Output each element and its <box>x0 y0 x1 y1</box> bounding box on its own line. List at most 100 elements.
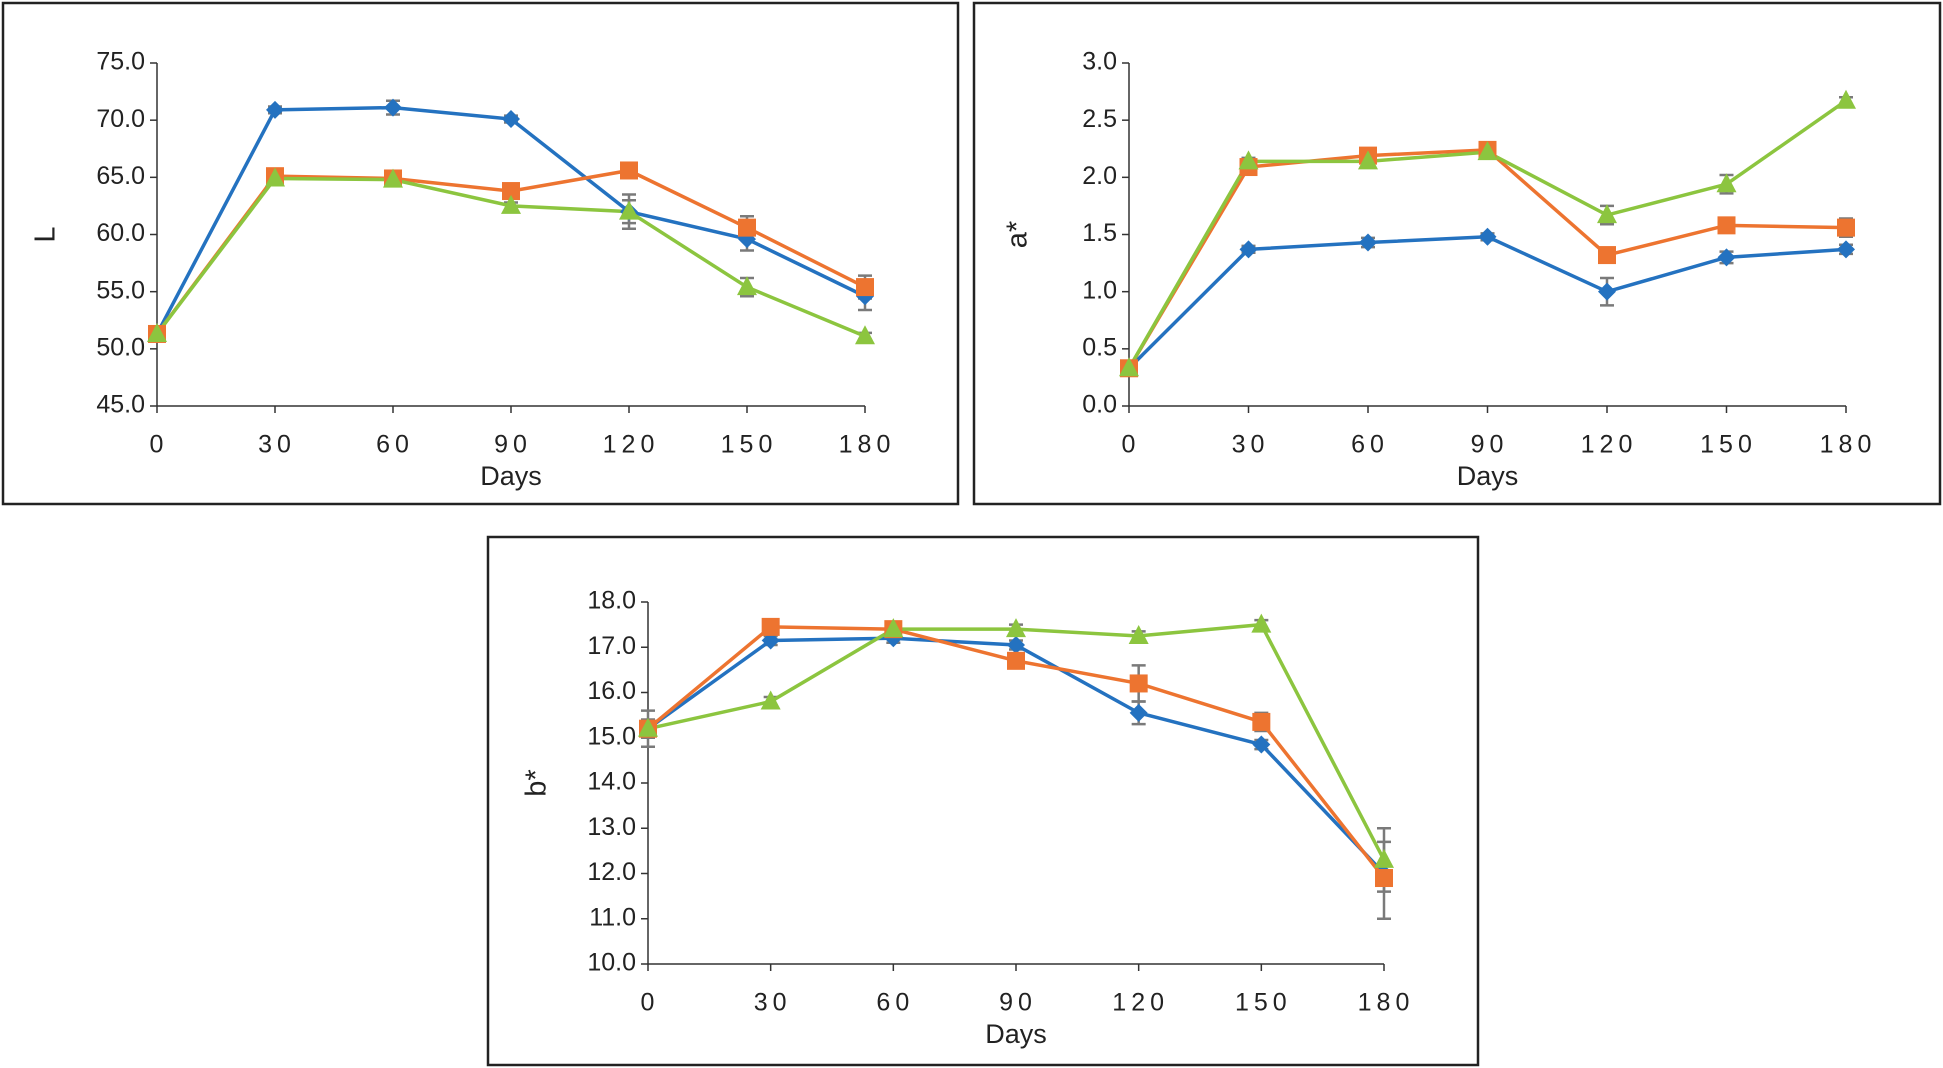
marker <box>638 717 658 737</box>
y-tick-label: 13.0 <box>587 813 636 841</box>
x-tick-label: 30 <box>258 431 296 459</box>
y-tick-label: 18.0 <box>587 587 636 615</box>
marker <box>1252 712 1271 731</box>
y-tick-label: 75.0 <box>96 48 145 76</box>
marker <box>1358 150 1378 170</box>
marker <box>1007 635 1025 654</box>
y-axis-title: L <box>30 226 62 242</box>
x-tick-label: 180 <box>1820 431 1877 459</box>
marker <box>1129 703 1148 722</box>
x-tick-label: 60 <box>1351 431 1389 459</box>
y-axis-title: a* <box>1002 221 1034 248</box>
x-tick-label: 150 <box>1700 431 1757 459</box>
y-tick-label: 14.0 <box>587 768 636 796</box>
marker <box>1836 89 1856 109</box>
marker <box>265 167 285 187</box>
marker <box>1007 651 1025 670</box>
y-tick-label: 60.0 <box>96 219 145 247</box>
y-tick-label: 0.0 <box>1082 391 1117 419</box>
marker <box>1597 204 1617 224</box>
y-tick-label: 50.0 <box>96 333 145 361</box>
marker <box>1119 357 1139 377</box>
y-tick-label: 3.0 <box>1082 48 1117 76</box>
marker <box>1252 735 1271 754</box>
marker <box>502 182 520 201</box>
y-tick-label: 12.0 <box>587 858 636 886</box>
marker <box>1375 869 1393 888</box>
marker <box>1716 173 1737 193</box>
marker <box>737 276 757 296</box>
x-tick-label: 180 <box>839 431 896 459</box>
marker <box>1238 150 1259 170</box>
y-axis-title: b* <box>521 769 553 796</box>
marker <box>883 618 904 638</box>
marker <box>738 218 756 237</box>
series-line <box>1127 235 1847 370</box>
y-tick-label: 10.0 <box>587 949 636 977</box>
marker <box>1598 246 1616 265</box>
marker <box>501 194 521 214</box>
y-tick-label: 1.5 <box>1082 219 1117 247</box>
x-tick-label: 150 <box>721 431 778 459</box>
y-tick-label: 15.0 <box>587 722 636 750</box>
x-axis-title: Days <box>1457 461 1519 491</box>
marker <box>1477 141 1498 161</box>
series-line <box>155 105 866 335</box>
x-axis-title: Days <box>480 461 542 491</box>
marker <box>1478 227 1497 246</box>
y-tick-label: 0.5 <box>1082 333 1117 361</box>
x-axis-title: Days <box>985 1019 1047 1049</box>
y-tick-label: 2.5 <box>1082 105 1117 133</box>
x-tick-label: 120 <box>1581 431 1638 459</box>
marker <box>147 322 167 342</box>
y-tick-label: 11.0 <box>589 903 636 931</box>
marker <box>1717 248 1736 267</box>
y-tick-label: 55.0 <box>96 276 145 304</box>
marker <box>619 200 639 220</box>
marker <box>761 631 780 650</box>
x-tick-label: 30 <box>1232 431 1270 459</box>
marker <box>1128 624 1149 644</box>
marker <box>266 100 284 119</box>
marker <box>1239 240 1258 259</box>
y-tick-label: 17.0 <box>587 632 636 660</box>
marker <box>620 161 638 180</box>
y-tick-label: 1.0 <box>1082 276 1117 304</box>
x-tick-label: 150 <box>1235 989 1292 1017</box>
marker <box>1374 848 1394 868</box>
x-tick-label: 0 <box>641 989 660 1017</box>
panel-border <box>486 535 1480 1067</box>
x-tick-label: 30 <box>754 989 792 1017</box>
panel-border <box>972 1 1942 506</box>
y-tick-label: 65.0 <box>96 162 145 190</box>
x-tick-label: 0 <box>150 431 169 459</box>
marker <box>1598 282 1616 301</box>
y-tick-label: 70.0 <box>96 105 145 133</box>
x-tick-label: 90 <box>1471 431 1509 459</box>
x-tick-label: 120 <box>1112 989 1169 1017</box>
marker <box>1837 218 1855 237</box>
y-tick-label: 16.0 <box>587 677 636 705</box>
marker <box>1717 216 1736 235</box>
y-tick-label: 2.0 <box>1082 162 1117 190</box>
marker <box>1359 233 1377 252</box>
marker <box>1129 674 1148 693</box>
panel-border <box>1 1 960 506</box>
x-tick-label: 90 <box>494 431 532 459</box>
x-tick-label: 90 <box>999 989 1037 1017</box>
x-tick-label: 180 <box>1358 989 1415 1017</box>
marker <box>1006 618 1026 638</box>
y-tick-label: 45.0 <box>96 391 145 419</box>
series-line <box>646 636 1386 875</box>
marker <box>383 168 403 188</box>
marker <box>1837 240 1855 259</box>
x-tick-label: 120 <box>603 431 660 459</box>
marker <box>1251 613 1272 633</box>
x-tick-label: 60 <box>376 431 414 459</box>
marker <box>856 278 874 297</box>
x-tick-label: 60 <box>876 989 914 1017</box>
marker <box>384 98 402 117</box>
marker <box>760 690 781 710</box>
x-tick-label: 0 <box>1122 431 1141 459</box>
